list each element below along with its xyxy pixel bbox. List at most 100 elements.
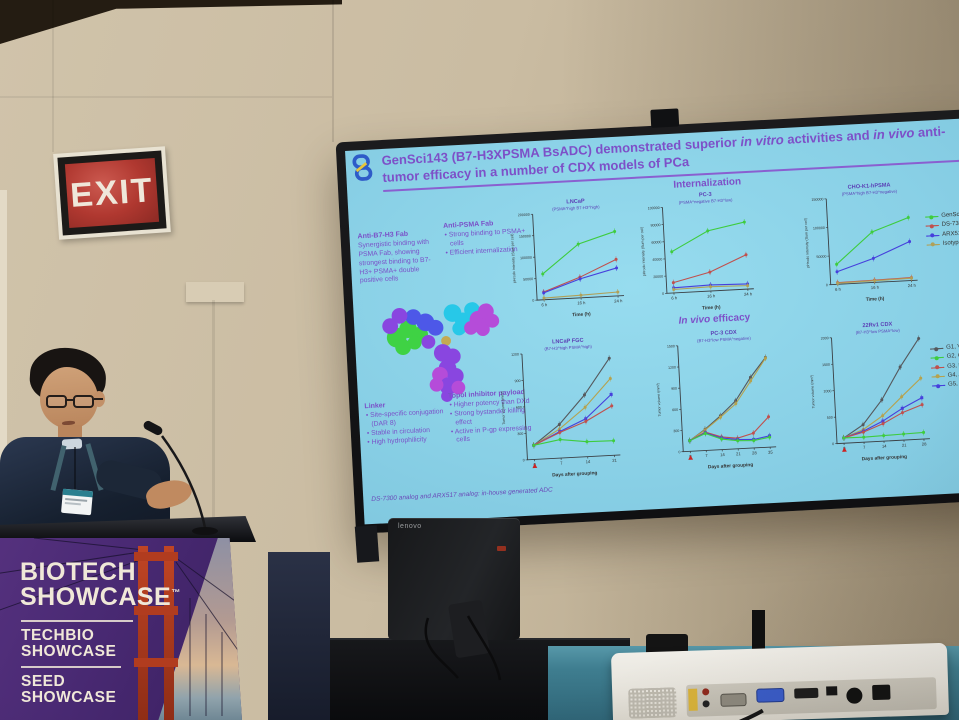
svg-text:50000: 50000: [816, 255, 826, 260]
tower-beam: [134, 552, 178, 561]
svg-text:(B7-H3^low PSMA^negative): (B7-H3^low PSMA^negative): [697, 335, 752, 343]
svg-text:20000: 20000: [653, 275, 663, 280]
svg-text:pHrodo Intensity (Sum per cell: pHrodo Intensity (Sum per cell): [640, 227, 647, 277]
antibody-structure-graphic: [382, 302, 500, 402]
svg-text:600: 600: [672, 408, 678, 412]
bridge-cables-graphic: [0, 538, 242, 716]
tower-beam: [134, 658, 178, 667]
jacket-zipper: [74, 447, 76, 509]
banner-biotech: BIOTECH: [20, 558, 136, 586]
svg-text:0: 0: [532, 299, 534, 303]
trademark-symbol: ™: [171, 587, 181, 598]
svg-text:PC-3: PC-3: [699, 192, 712, 199]
legend-swatch: [931, 365, 945, 370]
svg-text:24 h: 24 h: [614, 298, 623, 303]
chart-pc3-efficacy: PC-3 CDX (B7-H3^low PSMA^negative) 0 300 600…: [651, 325, 782, 473]
svg-text:(PSMA^high B7-H3^high): (PSMA^high B7-H3^high): [552, 204, 600, 212]
legend-efficacy: G1, VehicleG2, GenSci143G3, DS-7300 anal…: [930, 338, 959, 391]
chart-chok1-internalization: CHO-K1-hPSMA (PSMA^high B7-H3^negative) 0 5…: [799, 178, 923, 306]
svg-text:60000: 60000: [651, 240, 661, 245]
glasses-lens-left: [46, 395, 67, 408]
legend-swatch: [926, 242, 940, 247]
monitor-brand-label: lenovo: [398, 523, 422, 530]
svg-text:21: 21: [612, 458, 618, 463]
svg-text:(PSMA^negative B7-H3^low): (PSMA^negative B7-H3^low): [679, 197, 734, 205]
svg-text:80000: 80000: [650, 223, 660, 228]
svg-text:0: 0: [678, 450, 680, 454]
legend-label: G2, GenSci143: [946, 352, 959, 361]
svg-text:900: 900: [671, 387, 677, 391]
svg-text:Time (h): Time (h): [866, 296, 885, 303]
chart-lncap-internalization: LNCaP (PSMA^high B7-H3^high) 0 50000 100000 1…: [506, 193, 630, 321]
svg-text:16 h: 16 h: [707, 293, 716, 298]
monitor-back: lenovo: [388, 518, 520, 681]
svg-text:LNCaP: LNCaP: [566, 198, 585, 205]
svg-text:100000: 100000: [813, 226, 825, 231]
svg-text:Tumor volume (mm³): Tumor volume (mm³): [810, 375, 816, 409]
svg-text:22Rv1 CDX: 22Rv1 CDX: [862, 322, 892, 330]
svg-text:21: 21: [736, 451, 742, 456]
svg-text:7: 7: [705, 453, 708, 458]
svg-text:16 h: 16 h: [577, 300, 586, 305]
svg-text:1500: 1500: [822, 363, 830, 367]
svg-text:1000: 1000: [823, 389, 831, 393]
glasses: [46, 395, 103, 411]
exit-sign-frame: EXIT: [57, 150, 167, 236]
golden-gate-tower-graphic: [134, 546, 180, 720]
svg-text:0: 0: [826, 283, 828, 287]
svg-text:150000: 150000: [519, 234, 531, 239]
svg-text:28: 28: [752, 450, 758, 455]
glasses-arm: [94, 398, 103, 400]
wall-molding: [186, 282, 244, 302]
legend-label: G3, DS-7300 analog: [946, 360, 959, 370]
svg-text:14: 14: [586, 459, 592, 464]
svg-text:Days after grouping: Days after grouping: [708, 462, 754, 470]
banner-divider: [21, 666, 121, 668]
badge-header-strip: [62, 488, 93, 498]
chart-lncap-efficacy: LNCaP FGC (B7-H3^high PSMA^high) 0 300 600 90…: [495, 333, 626, 481]
section-efficacy-italic: In vivo: [678, 314, 711, 327]
legend-swatch: [925, 214, 939, 220]
svg-text:CHO-K1-hPSMA: CHO-K1-hPSMA: [848, 182, 891, 190]
svg-text:1200: 1200: [668, 365, 676, 369]
linker-text-block: Linker • Site-specific conjugation (DAR …: [364, 398, 448, 448]
exit-sign-face: EXIT: [64, 157, 160, 229]
svg-text:28: 28: [922, 441, 928, 446]
svg-text:Time (h): Time (h): [702, 304, 721, 311]
exit-sign: EXIT: [53, 146, 171, 240]
wall-pilaster-seam: [212, 300, 215, 522]
banner-showcase: SHOWCASE™: [20, 585, 181, 610]
glasses-bridge: [67, 399, 73, 401]
svg-text:(B7-H3^high PSMA^high): (B7-H3^high PSMA^high): [544, 344, 592, 352]
legend-item: G1, Vehicle: [930, 338, 959, 354]
presentation-screen: GenSci143 (B7-H3XPSMA BsADC) demonstrate…: [335, 108, 959, 534]
anti-b7h3-text-block: Anti-B7-H3 Fab Synergistic binding with …: [357, 228, 442, 286]
slide-footnote: DS-7300 analog and ARX517 analog: in-hou…: [371, 486, 553, 504]
podium: BIOTECH SHOWCASE™ TECHBIO SHOWCASE SEED …: [0, 516, 256, 720]
svg-text:500: 500: [827, 416, 833, 420]
svg-text:150000: 150000: [811, 197, 823, 202]
legend-swatch: [932, 383, 946, 389]
svg-text:LNCaP FGC: LNCaP FGC: [552, 338, 584, 346]
svg-text:Tumor volume (mm³): Tumor volume (mm³): [656, 383, 662, 417]
svg-text:(B7-H3^low PSMA^low): (B7-H3^low PSMA^low): [856, 328, 901, 335]
banner-techbio: TECHBIO: [21, 627, 95, 644]
svg-text:100000: 100000: [648, 206, 660, 211]
badge-text-line: [64, 501, 81, 506]
chart-22rv1-efficacy: 22Rv1 CDX (B7-H3^low PSMA^low) 0 500 1000 150…: [805, 317, 936, 465]
svg-text:0: 0: [523, 458, 525, 462]
tv-mount-bracket: [650, 108, 680, 128]
banner-showcase-text: SHOWCASE: [20, 583, 172, 611]
legend-swatch: [926, 233, 940, 238]
svg-text:6 h: 6 h: [671, 295, 678, 300]
banner-showcase2: SHOWCASE: [21, 643, 117, 660]
svg-text:16 h: 16 h: [871, 285, 880, 290]
wall-seam: [332, 0, 334, 142]
projector: [610, 642, 950, 720]
linker-bullets: • Site-specific conjugation (DAR 8) • Sta…: [365, 408, 449, 448]
title-part-italic: in vivo: [872, 125, 915, 143]
svg-text:21: 21: [902, 442, 908, 447]
svg-text:Tumor volume (mm³): Tumor volume (mm³): [500, 391, 506, 425]
svg-text:35: 35: [768, 449, 774, 454]
